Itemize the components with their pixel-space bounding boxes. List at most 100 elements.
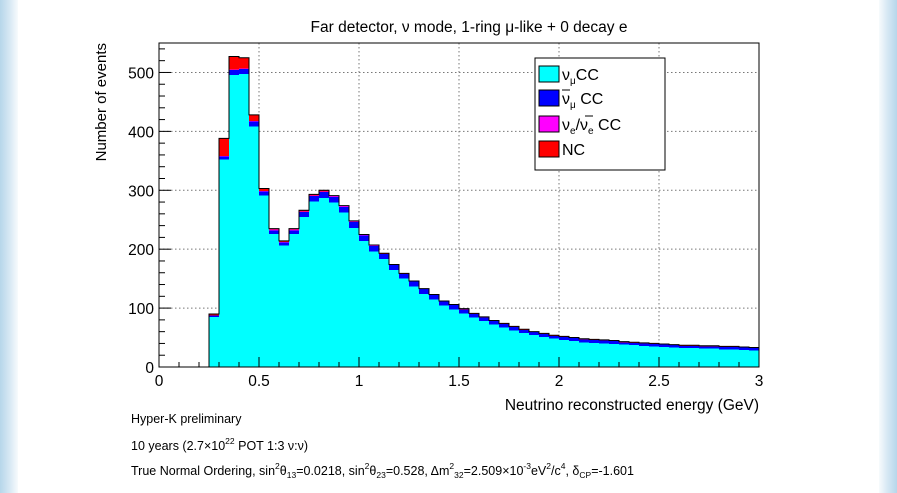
bar-series2-bin16: [319, 191, 329, 193]
bar-series1-bin27: [429, 295, 439, 300]
bar-series1-bin13: [289, 230, 299, 234]
bar-series1-bin16: [319, 192, 329, 198]
bar-series0-bin7: [229, 74, 239, 367]
bar-series0-bin28: [439, 305, 449, 367]
bar-series2-bin8: [239, 68, 249, 69]
bar-series1-bin51: [669, 345, 679, 348]
bar-series1-bin39: [549, 335, 559, 339]
bar-series1-bin22: [379, 253, 389, 260]
bar-series3-bin16: [319, 190, 329, 192]
bar-series1-bin40: [559, 336, 569, 340]
bar-series0-bin36: [519, 332, 529, 367]
bar-series0-bin9: [249, 126, 259, 367]
legend-entry-numu: νμCC: [538, 65, 599, 87]
bar-series0-bin8: [239, 74, 249, 368]
bar-series2-bin12: [279, 242, 289, 243]
bar-series2-bin7: [229, 69, 239, 71]
bar-series0-bin54: [699, 348, 709, 367]
legend-label-nue: νe/νe CC: [562, 117, 621, 137]
bar-series1-bin25: [409, 281, 419, 287]
x-tick-label: 2.5: [648, 373, 670, 390]
histogram: [159, 56, 759, 368]
y-tick-label: 0: [145, 360, 154, 377]
bar-series1-bin23: [389, 265, 399, 270]
chart-title: Far detector, ν mode, 1-ring μ-like + 0 …: [311, 19, 628, 36]
bar-series1-bin26: [419, 289, 429, 294]
bar-series1-bin19: [349, 222, 359, 228]
legend-swatch-numu: [538, 65, 560, 83]
bar-series1-bin46: [619, 342, 629, 345]
legend: νμCC νμ CC νe/νe CC NC: [534, 57, 666, 171]
bar-series3-bin12: [279, 240, 289, 243]
y-axis-label: Number of events: [93, 43, 110, 161]
bar-series0-bin40: [559, 339, 569, 367]
bar-series0-bin45: [609, 344, 619, 367]
footer-oscillation-parameters: True Normal Ordering, sin2θ13=0.0218, si…: [131, 461, 634, 480]
bar-series0-bin34: [499, 327, 509, 367]
bar-series1-bin54: [699, 346, 709, 349]
bar-series1-bin43: [589, 339, 599, 343]
legend-label-nc: NC: [562, 142, 585, 159]
bar-series0-bin37: [529, 335, 539, 367]
bar-series3-bin5: [209, 313, 219, 316]
bar-series1-bin11: [269, 230, 279, 234]
y-tick-label: 500: [128, 65, 154, 82]
bar-series0-bin30: [459, 313, 469, 367]
bar-series0-bin35: [509, 330, 519, 367]
bar-series1-bin38: [539, 334, 549, 337]
x-tick-label: 1.5: [448, 373, 470, 390]
bar-series1-bin14: [299, 212, 309, 217]
bar-series1-bin30: [459, 309, 469, 314]
bar-series1-bin6: [219, 156, 229, 160]
bar-series3-bin13: [289, 228, 299, 230]
bar-series3-bin10: [259, 188, 269, 191]
bar-series3-bin8: [239, 57, 249, 69]
bar-series0-bin46: [619, 344, 629, 367]
slide-frame: Far detector, ν mode, 1-ring μ-like + 0 …: [18, 0, 879, 493]
bar-series1-bin33: [489, 321, 499, 325]
bar-series0-bin19: [349, 227, 359, 367]
bar-series1-bin45: [609, 341, 619, 345]
bar-series1-bin7: [229, 70, 239, 75]
bar-series2-bin18: [339, 206, 349, 207]
bar-series0-bin6: [219, 159, 229, 367]
bar-series1-bin10: [259, 191, 269, 196]
bar-series1-bin29: [449, 305, 459, 310]
y-tick-label: 200: [128, 242, 154, 259]
bar-series1-bin49: [649, 344, 659, 347]
bar-series1-bin42: [579, 339, 589, 343]
bar-series0-bin23: [389, 269, 399, 367]
bar-series1-bin17: [329, 196, 339, 203]
x-tick-label: 1: [355, 373, 364, 390]
bar-series1-bin12: [279, 242, 289, 246]
legend-entry-nue: νe/νe CC: [538, 115, 621, 137]
bar-series1-bin59: [749, 348, 759, 351]
y-tick-label: 300: [128, 183, 154, 200]
bar-series0-bin47: [629, 345, 639, 367]
bar-series1-bin56: [719, 346, 729, 350]
bar-series1-bin35: [509, 326, 519, 331]
x-axis-label: Neutrino reconstructed energy (GeV): [505, 397, 759, 414]
bar-series0-bin49: [649, 346, 659, 367]
bar-series1-bin28: [439, 301, 449, 306]
bar-series1-bin21: [369, 246, 379, 252]
bar-series0-bin13: [289, 233, 299, 367]
bar-series0-bin58: [739, 349, 749, 367]
bar-series0-bin39: [549, 338, 559, 367]
bar-series0-bin27: [429, 299, 439, 367]
bar-series0-bin17: [329, 202, 339, 367]
bar-series0-bin48: [639, 345, 649, 367]
bar-series3-bin7: [229, 56, 239, 70]
bar-series0-bin32: [479, 321, 489, 367]
bar-series1-bin20: [359, 235, 369, 241]
footer-exposure: 10 years (2.7×1022 POT 1:3 ν:ν): [131, 436, 309, 453]
bar-series3-bin6: [219, 138, 229, 157]
bar-series0-bin56: [719, 349, 729, 367]
bar-series1-bin44: [599, 340, 609, 344]
histogram-outline: [159, 56, 759, 368]
bar-series1-bin32: [479, 317, 489, 322]
bar-series0-bin41: [569, 341, 579, 367]
bar-series0-bin57: [729, 349, 739, 367]
y-tick-label: 100: [128, 301, 154, 318]
bar-series0-bin44: [599, 343, 609, 367]
